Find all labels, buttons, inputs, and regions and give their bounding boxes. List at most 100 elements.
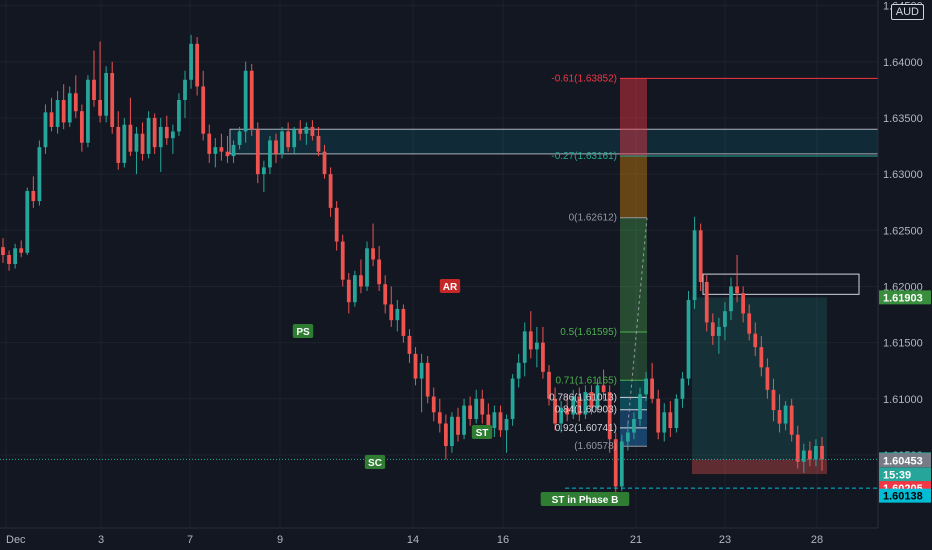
currency-label: AUD: [890, 4, 924, 20]
candle-body: [128, 124, 133, 152]
candle-body: [110, 73, 115, 127]
candle: [213, 138, 218, 168]
candle: [462, 398, 466, 440]
candle-body: [443, 423, 448, 446]
candle: [492, 405, 497, 438]
candle-body: [49, 112, 54, 127]
candle: [413, 347, 418, 386]
candle: [656, 389, 661, 440]
candle: [67, 86, 72, 127]
candle-body: [328, 174, 333, 208]
candle: [146, 111, 151, 159]
candle-body: [365, 248, 369, 287]
candle: [747, 304, 752, 341]
candle: [31, 176, 36, 208]
candle-body: [31, 190, 36, 202]
candle-body: [152, 117, 157, 148]
candles[interactable]: [1, 34, 824, 498]
candle-body: [437, 412, 442, 424]
candle: [559, 401, 564, 433]
candle-body: [146, 117, 151, 154]
time-axis[interactable]: Dec 3 7 9 14 16 21 23 28: [0, 527, 878, 546]
fib-band: [620, 397, 647, 410]
badge-bg: [292, 324, 314, 338]
candle: [310, 120, 315, 141]
candle-body: [177, 99, 181, 132]
candle-body: [583, 392, 588, 415]
candle: [183, 70, 187, 118]
candle-body: [158, 126, 163, 148]
candle-body: [492, 412, 497, 429]
candle: [334, 201, 339, 251]
candle-body: [656, 398, 661, 433]
candle: [7, 250, 11, 271]
candle: [619, 434, 624, 491]
price-axis[interactable]: 1.645001.640001.635001.630001.625001.620…: [877, 0, 932, 550]
candle: [49, 97, 54, 132]
candle-body: [601, 385, 606, 393]
candle-body: [255, 129, 260, 175]
candle-body: [547, 371, 551, 399]
candle: [316, 126, 321, 157]
candle: [692, 216, 697, 309]
candle: [268, 135, 272, 175]
candle-body: [292, 129, 297, 148]
candle-body: [268, 140, 272, 168]
candle-body: [571, 396, 576, 415]
annotation-badge: AR: [439, 279, 461, 293]
candle-body: [577, 396, 582, 415]
candle: [771, 378, 776, 422]
candle-body: [359, 275, 363, 287]
candle-body: [716, 326, 721, 336]
candle: [298, 120, 303, 141]
candle: [225, 135, 230, 163]
candle: [468, 396, 473, 426]
candle-body: [662, 412, 667, 433]
y-tick-label: 1.63000: [883, 169, 923, 181]
candle: [777, 394, 782, 433]
candle-body: [164, 126, 169, 139]
fib-label: 0.5(1.61595): [560, 327, 617, 338]
x-tick-label: 28: [811, 534, 823, 546]
candle: [134, 126, 139, 175]
candle: [807, 441, 812, 467]
candle-body: [377, 259, 382, 285]
candle-body: [450, 416, 454, 446]
candle: [595, 378, 600, 413]
candle-body: [383, 284, 388, 305]
candle: [365, 241, 369, 291]
candle: [37, 140, 42, 206]
candle-body: [431, 396, 436, 413]
price-tag-label: 1.61903: [883, 292, 923, 304]
candle: [710, 313, 715, 345]
candle-body: [771, 389, 776, 411]
candle: [170, 124, 175, 154]
candle: [243, 61, 248, 143]
candle-body: [7, 255, 11, 264]
candle: [140, 122, 145, 161]
candle-body: [425, 362, 430, 397]
candle-body: [462, 405, 466, 435]
candle: [79, 104, 84, 152]
candle-body: [516, 362, 521, 379]
candle-body: [668, 412, 673, 429]
price-tag-bg: [879, 467, 931, 482]
candle-body: [104, 73, 109, 116]
candle-body: [116, 126, 121, 163]
loss-zone: [692, 459, 827, 475]
candle: [644, 371, 648, 402]
price-tag-label: 1.60453: [883, 455, 923, 467]
candle-body: [286, 131, 291, 148]
fib-label: (1.60578): [574, 441, 617, 452]
fib-label: 0.71(1.61165): [555, 375, 617, 386]
candle: [352, 270, 357, 307]
candle-body: [249, 70, 254, 130]
price-tag-bg: [879, 453, 931, 468]
candle: [322, 144, 327, 179]
candle-body: [371, 248, 375, 260]
candle-body: [735, 286, 739, 294]
candle-body: [25, 190, 30, 253]
candle-body: [680, 378, 685, 399]
candle: [122, 117, 127, 168]
badge-bg: [439, 279, 461, 293]
